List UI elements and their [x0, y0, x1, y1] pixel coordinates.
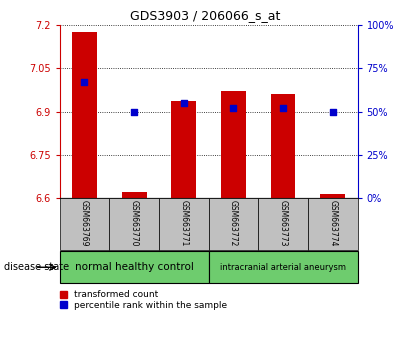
Bar	[221, 91, 246, 198]
Bar	[122, 193, 146, 198]
Bar	[171, 101, 196, 198]
Point	[131, 109, 137, 114]
Legend: transformed count, percentile rank within the sample: transformed count, percentile rank withi…	[60, 290, 227, 310]
Text: disease state: disease state	[4, 262, 69, 272]
Text: GSM663774: GSM663774	[328, 200, 337, 246]
Text: intracranial arterial aneurysm: intracranial arterial aneurysm	[220, 263, 346, 272]
FancyBboxPatch shape	[208, 251, 358, 283]
Point	[81, 79, 88, 85]
Point	[330, 109, 336, 114]
Text: GSM663771: GSM663771	[179, 200, 188, 246]
FancyBboxPatch shape	[60, 198, 109, 250]
Text: GDS3903 / 206066_s_at: GDS3903 / 206066_s_at	[130, 9, 281, 22]
Point	[280, 105, 286, 111]
Text: GSM663772: GSM663772	[229, 200, 238, 246]
Text: GSM663770: GSM663770	[129, 200, 139, 246]
FancyBboxPatch shape	[308, 198, 358, 250]
Point	[180, 100, 187, 105]
Text: normal healthy control: normal healthy control	[75, 262, 194, 272]
Text: GSM663773: GSM663773	[279, 200, 288, 246]
Text: GSM663769: GSM663769	[80, 200, 89, 246]
FancyBboxPatch shape	[208, 198, 258, 250]
Bar	[320, 194, 345, 198]
FancyBboxPatch shape	[159, 198, 208, 250]
FancyBboxPatch shape	[109, 198, 159, 250]
FancyBboxPatch shape	[60, 251, 208, 283]
FancyBboxPatch shape	[258, 198, 308, 250]
Bar	[271, 94, 296, 198]
Point	[230, 105, 237, 111]
Bar	[72, 32, 97, 198]
